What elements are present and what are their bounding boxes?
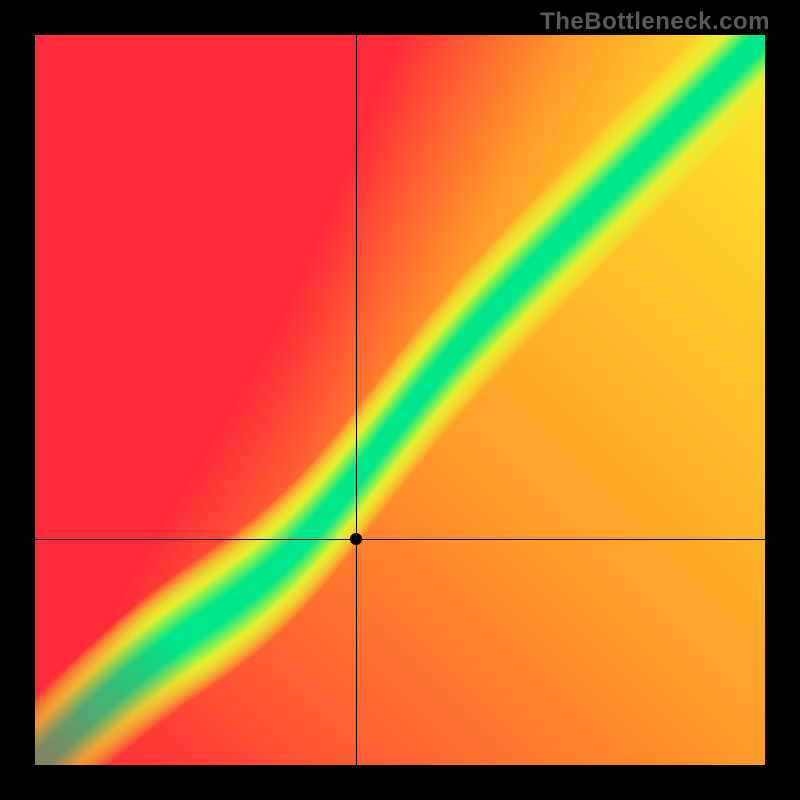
heatmap-canvas	[35, 35, 765, 765]
watermark-text: TheBottleneck.com	[540, 8, 770, 36]
crosshair-horizontal	[35, 539, 765, 540]
plot-area	[35, 35, 765, 765]
chart-container: { "watermark": "TheBottleneck.com", "plo…	[0, 0, 800, 800]
selected-point-marker	[350, 533, 362, 545]
crosshair-vertical	[356, 35, 357, 765]
